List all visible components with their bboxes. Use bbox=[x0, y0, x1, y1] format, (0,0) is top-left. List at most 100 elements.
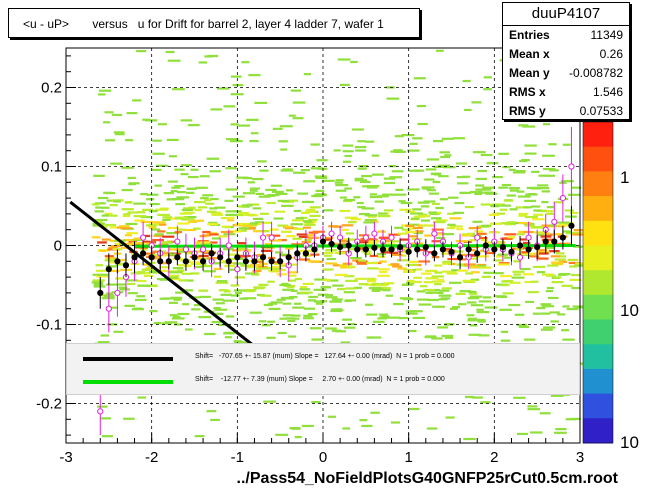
heatmap-cell bbox=[333, 225, 343, 228]
colorbar-swatch bbox=[583, 171, 613, 197]
heatmap-cell bbox=[522, 241, 531, 245]
heatmap-cell bbox=[417, 201, 430, 204]
x-tick-label: -3 bbox=[59, 449, 72, 466]
heatmap-cell bbox=[198, 61, 208, 64]
heatmap-cell bbox=[469, 190, 482, 194]
heatmap-cell bbox=[286, 235, 296, 238]
heatmap-cell bbox=[390, 421, 400, 424]
heatmap-cell bbox=[270, 301, 283, 304]
heatmap-cell bbox=[251, 271, 259, 274]
heatmap-cell bbox=[389, 176, 403, 179]
heatmap-cell bbox=[455, 292, 466, 295]
heatmap-cell bbox=[559, 242, 571, 245]
heatmap-cell bbox=[241, 61, 250, 64]
heatmap-cell bbox=[111, 199, 124, 202]
heatmap-cell bbox=[481, 224, 491, 227]
heatmap-cell bbox=[368, 336, 382, 339]
heatmap-cell bbox=[325, 294, 333, 297]
heatmap-cell bbox=[433, 139, 444, 143]
heatmap-cell bbox=[274, 210, 286, 213]
heatmap-cell bbox=[383, 237, 392, 240]
heatmap-cell bbox=[522, 125, 536, 128]
heatmap-cell bbox=[96, 275, 109, 278]
profile-black-point bbox=[388, 246, 395, 253]
heatmap-cell bbox=[468, 333, 482, 336]
heatmap-cell bbox=[335, 189, 347, 192]
heatmap-cell bbox=[442, 233, 455, 236]
heatmap-cell bbox=[97, 273, 108, 276]
heatmap-cell bbox=[190, 272, 200, 275]
heatmap-cell bbox=[530, 431, 543, 434]
heatmap-cell bbox=[465, 205, 475, 209]
heatmap-cell bbox=[482, 296, 492, 299]
heatmap-cell bbox=[131, 241, 145, 245]
heatmap-cell bbox=[145, 267, 154, 270]
heatmap-cell bbox=[181, 164, 192, 167]
heatmap-cell bbox=[137, 396, 147, 399]
heatmap-cell bbox=[421, 272, 432, 275]
heatmap-cell bbox=[378, 268, 390, 271]
profile-black-point bbox=[534, 243, 541, 251]
stats-value: -0.008782 bbox=[568, 66, 623, 80]
profile-black-point bbox=[191, 254, 198, 261]
heatmap-cell bbox=[149, 254, 161, 257]
colorbar-swatch bbox=[583, 418, 613, 444]
heatmap-cell bbox=[268, 307, 281, 310]
heatmap-cell bbox=[527, 291, 539, 294]
heatmap-cell bbox=[228, 257, 237, 261]
heatmap-cell bbox=[524, 224, 535, 227]
heatmap-cell bbox=[500, 237, 513, 240]
heatmap-cell bbox=[198, 289, 209, 292]
heatmap-cell bbox=[254, 101, 268, 105]
y-tick-label: 0.1 bbox=[41, 159, 62, 176]
heatmap-cell bbox=[145, 252, 156, 255]
heatmap-cell bbox=[168, 155, 177, 158]
heatmap-cell bbox=[502, 166, 511, 169]
heatmap-cell bbox=[208, 221, 218, 224]
heatmap-cell bbox=[550, 255, 561, 258]
colorbar-swatch bbox=[583, 294, 613, 321]
heatmap-cell bbox=[431, 240, 444, 243]
heatmap-cell bbox=[524, 280, 532, 284]
heatmap-cell bbox=[364, 283, 372, 286]
heatmap-cell bbox=[278, 263, 291, 266]
heatmap-cell bbox=[194, 265, 202, 269]
heatmap-cell bbox=[232, 195, 245, 198]
heatmap-cell bbox=[518, 214, 528, 217]
heatmap-cell bbox=[279, 283, 291, 287]
heatmap-cell bbox=[290, 89, 302, 92]
heatmap-cell bbox=[162, 235, 175, 238]
heatmap-cell bbox=[105, 306, 118, 309]
heatmap-cell bbox=[531, 252, 540, 255]
heatmap-cell bbox=[106, 283, 118, 286]
heatmap-cell bbox=[397, 250, 407, 253]
heatmap-cell bbox=[396, 259, 410, 262]
heatmap-cell bbox=[122, 214, 131, 218]
heatmap-cell bbox=[345, 299, 356, 302]
heatmap-cell bbox=[92, 273, 100, 276]
heatmap-cell bbox=[339, 196, 347, 199]
heatmap-cell bbox=[367, 215, 377, 218]
heatmap-cell bbox=[162, 241, 172, 244]
profile-black-point bbox=[542, 238, 549, 245]
heatmap-cell bbox=[116, 283, 126, 286]
heatmap-cell bbox=[127, 211, 140, 214]
heatmap-cell bbox=[294, 277, 302, 281]
heatmap-cell bbox=[189, 296, 201, 299]
heatmap-cell bbox=[402, 298, 414, 301]
heatmap-cell bbox=[191, 308, 201, 311]
fit-line-green bbox=[134, 244, 576, 248]
heatmap-cell bbox=[315, 189, 325, 193]
heatmap-cell bbox=[500, 339, 511, 342]
x-tick-label: 1 bbox=[404, 449, 412, 466]
heatmap-cell bbox=[177, 222, 190, 225]
heatmap-cell bbox=[241, 224, 253, 228]
heatmap-cell bbox=[309, 214, 321, 217]
heatmap-cell bbox=[97, 405, 108, 408]
heatmap-cell bbox=[343, 291, 355, 294]
heatmap-cell bbox=[545, 290, 554, 293]
heatmap-cell bbox=[470, 304, 484, 307]
heatmap-cell bbox=[569, 211, 579, 215]
heatmap-cell bbox=[408, 260, 419, 264]
heatmap-cell bbox=[388, 233, 401, 236]
